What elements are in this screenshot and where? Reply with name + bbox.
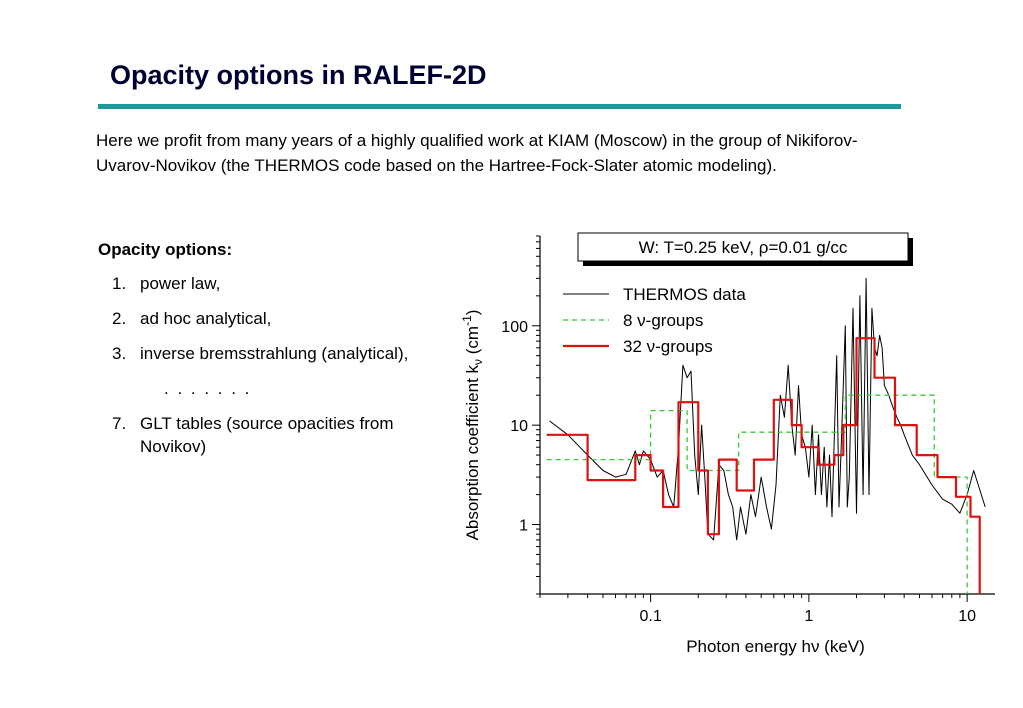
opacity-chart: 0.1 1 10 1 10 100 Photon energy hν (keV) Absorp… <box>430 226 1010 666</box>
options-ellipsis: . . . . . . . <box>164 379 252 398</box>
series-steps-2 <box>546 337 981 594</box>
x-tick-label: 1 <box>804 608 813 625</box>
legend-label: THERMOS data <box>623 285 746 304</box>
series-line-thermos <box>549 277 986 541</box>
options-heading: Opacity options: <box>98 240 233 259</box>
option-number: 1. <box>112 274 127 293</box>
title-underline <box>98 104 901 109</box>
y-tick-label: 100 <box>501 319 528 336</box>
option-item: 2. ad hoc analytical, <box>112 307 412 330</box>
options-list: 1. power law, 2. ad hoc analytical, 3. i… <box>112 272 412 470</box>
option-text: power law, <box>140 274 221 293</box>
option-text: GLT tables (source opacities from Noviko… <box>140 414 394 456</box>
y-axis-title: Absorption coefficient kν (cm-1) <box>460 310 485 541</box>
option-number: 3. <box>112 344 127 363</box>
y-tick-label: 10 <box>510 418 528 435</box>
x-tick-label: 10 <box>958 608 976 625</box>
option-text: inverse bremsstrahlung (analytical), <box>140 344 409 363</box>
x-axis-title: Photon energy hν (keV) <box>686 637 865 656</box>
legend-label: 8 ν-groups <box>623 311 703 330</box>
title-box <box>577 232 909 262</box>
option-number: 7. <box>112 414 127 433</box>
x-tick-label: 0.1 <box>639 608 661 625</box>
legend-label: 32 ν-groups <box>623 337 713 356</box>
option-item: 3. inverse bremsstrahlung (analytical), <box>112 342 412 365</box>
option-number: 2. <box>112 309 127 328</box>
chart-title: W: T=0.25 keV, ρ=0.01 g/cc <box>639 238 848 257</box>
option-item: 7. GLT tables (source opacities from Nov… <box>112 412 412 458</box>
option-text: ad hoc analytical, <box>140 309 272 328</box>
slide-title: Opacity options in RALEF-2D <box>110 60 487 90</box>
option-item: 1. power law, <box>112 272 412 295</box>
chart-svg: 0.1 1 10 1 10 100 Photon energy hν (keV) Absorp… <box>460 232 995 656</box>
intro-paragraph: Here we profit from many years of a high… <box>96 131 858 175</box>
y-tick-label: 1 <box>519 518 528 535</box>
